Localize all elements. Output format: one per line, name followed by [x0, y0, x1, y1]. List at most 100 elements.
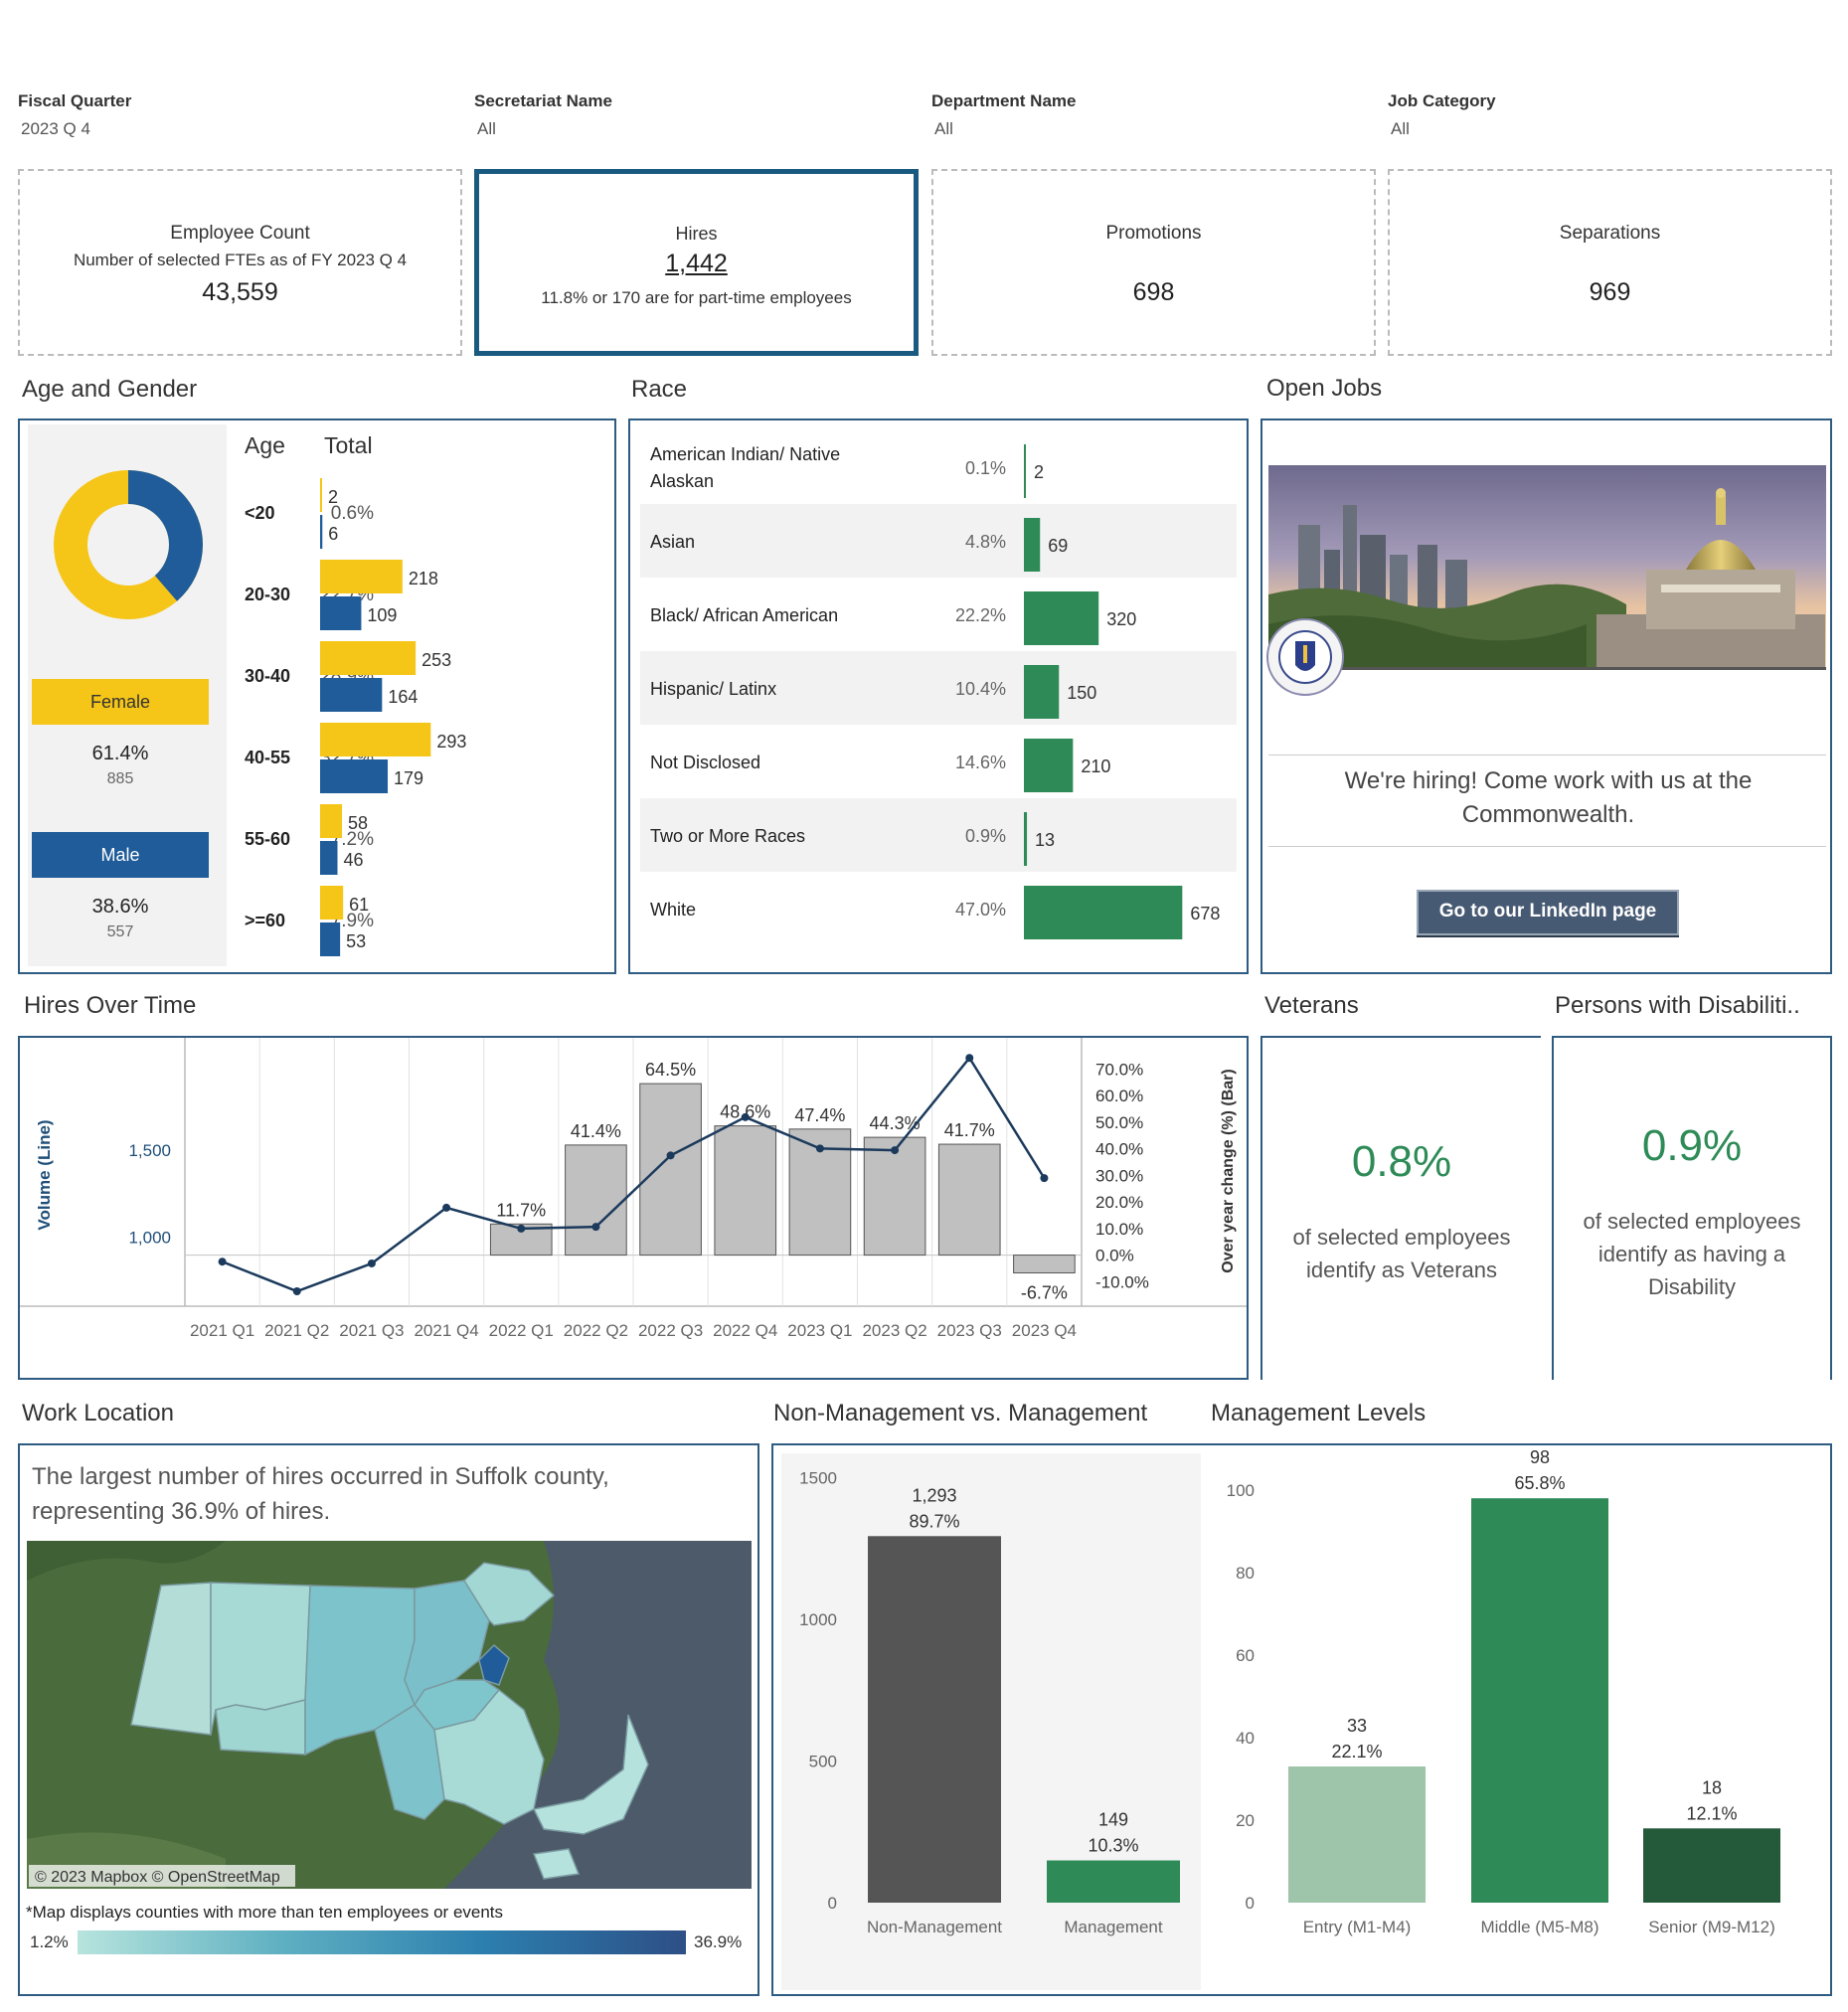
female-bar-label: 293 [436, 732, 466, 752]
race-label: White [650, 900, 696, 920]
mgmt-level-bar[interactable] [1643, 1828, 1780, 1903]
volume-point[interactable] [218, 1258, 227, 1266]
race-label: Hispanic/ Latinx [650, 679, 776, 699]
male-bar[interactable] [320, 678, 383, 712]
filter-label: Job Category [1388, 91, 1496, 110]
bar-axis-tick: 60.0% [1095, 1087, 1143, 1105]
category-label: Entry (M1-M4) [1303, 1918, 1412, 1936]
kpi-value[interactable]: 1,442 [665, 250, 728, 277]
volume-point[interactable] [517, 1224, 526, 1233]
volume-point[interactable] [815, 1144, 824, 1153]
county-barnstable[interactable] [532, 1714, 649, 1835]
filter-value[interactable]: All [1391, 119, 1410, 138]
filter-value[interactable]: 2023 Q 4 [21, 119, 90, 138]
yoy-bar[interactable] [714, 1125, 777, 1257]
age-label: 20-30 [245, 585, 290, 604]
race-label: Not Disclosed [650, 753, 760, 772]
volume-line[interactable] [222, 1056, 1046, 1293]
line-axis-tick: 1,500 [128, 1141, 171, 1160]
linkedin-button[interactable]: Go to our LinkedIn page [1417, 890, 1679, 935]
yoy-bar[interactable] [1013, 1255, 1076, 1273]
race-bar[interactable] [1024, 886, 1183, 939]
age-total-pct: 0.6% [331, 503, 374, 524]
race-bar[interactable] [1024, 665, 1060, 719]
race-bar[interactable] [1024, 739, 1074, 792]
filter-job-category[interactable]: Job Category All [1388, 91, 1496, 139]
kpi-promotions[interactable]: Promotions 698 [931, 169, 1376, 356]
male-bar[interactable] [320, 841, 338, 875]
y-axis-tick: 0 [828, 1894, 837, 1913]
kpi-hires[interactable]: Hires 1,442 11.8% or 170 are for part-ti… [474, 169, 919, 356]
map-attribution[interactable]: © 2023 Mapbox © OpenStreetMap [35, 1869, 280, 1886]
filter-value[interactable]: All [934, 119, 953, 138]
volume-point[interactable] [741, 1112, 750, 1121]
male-bar[interactable] [320, 759, 389, 793]
kpi-employee-count[interactable]: Employee Count Number of selected FTEs a… [18, 169, 462, 356]
filter-secretariat[interactable]: Secretariat Name All [474, 91, 612, 139]
massachusetts-county-map[interactable]: © 2023 Mapbox © OpenStreetMap [27, 1541, 752, 1889]
quarter-label: 2023 Q2 [862, 1321, 926, 1340]
female-bar[interactable] [320, 560, 403, 593]
race-bar[interactable] [1024, 591, 1099, 645]
legend-min-label: 1.2% [30, 1932, 69, 1951]
volume-point[interactable] [666, 1151, 675, 1160]
kpi-subtitle: Number of selected FTEs as of FY 2023 Q … [73, 251, 408, 269]
race-label: Asian [650, 532, 695, 552]
bar-value-label: 149 [1098, 1810, 1128, 1830]
mgmt-level-bar[interactable] [1288, 1766, 1426, 1903]
race-pct: 4.8% [965, 532, 1006, 552]
female-count: 885 [106, 770, 134, 787]
filter-label: Department Name [931, 91, 1077, 110]
volume-point[interactable] [292, 1286, 301, 1295]
mgmt-type-bar[interactable] [868, 1536, 1001, 1903]
volume-point[interactable] [442, 1203, 451, 1212]
male-bar[interactable] [320, 596, 362, 630]
volume-point[interactable] [891, 1146, 900, 1155]
kpi-separations[interactable]: Separations 969 [1388, 169, 1832, 356]
filter-fiscal-quarter[interactable]: Fiscal Quarter 2023 Q 4 [18, 91, 131, 139]
race-bar-label: 150 [1067, 683, 1096, 703]
female-bar[interactable] [320, 478, 322, 512]
kpi-value: 698 [1132, 278, 1175, 306]
volume-point[interactable] [591, 1223, 600, 1232]
female-bar[interactable] [320, 723, 431, 756]
female-bar[interactable] [320, 804, 343, 838]
donut-male-slice[interactable] [54, 470, 203, 619]
nonmgmt-vs-mgmt-chart: 1500 1000 500 0 1,293 89.7% Non-Management 149 1… [799, 1468, 1180, 1936]
race-bar-label: 13 [1035, 830, 1055, 850]
county-plymouth[interactable] [433, 1688, 545, 1825]
quarter-label: 2023 Q1 [787, 1321, 852, 1340]
yoy-bar[interactable] [639, 1083, 702, 1257]
yoy-bar[interactable] [863, 1136, 926, 1257]
quarter-label: 2023 Q3 [937, 1321, 1002, 1340]
volume-point[interactable] [965, 1054, 974, 1063]
filter-department[interactable]: Department Name All [931, 91, 1077, 139]
volume-point[interactable] [367, 1258, 376, 1267]
mgmt-type-bar[interactable] [1047, 1860, 1180, 1903]
female-legend[interactable]: Female [32, 679, 209, 725]
yoy-bar[interactable] [937, 1143, 1001, 1257]
age-label: 40-55 [245, 748, 290, 767]
female-bar[interactable] [320, 641, 417, 675]
race-bar[interactable] [1024, 812, 1028, 866]
yoy-bar[interactable] [565, 1144, 627, 1257]
county-dukes[interactable] [532, 1848, 581, 1880]
age-column-header: Age [245, 432, 285, 458]
filter-value[interactable]: All [477, 119, 496, 138]
male-bar[interactable] [320, 515, 323, 549]
male-bar[interactable] [320, 922, 341, 956]
race-bar-label: 2 [1034, 462, 1044, 482]
county-suffolk[interactable] [478, 1643, 510, 1686]
bar-axis-tick: 40.0% [1095, 1140, 1143, 1159]
volume-point[interactable] [1040, 1174, 1049, 1183]
bar-pct-label: 65.8% [1514, 1473, 1565, 1493]
bar-axis-tick: 70.0% [1095, 1060, 1143, 1079]
female-bar[interactable] [320, 886, 344, 920]
yoy-bar-label: 64.5% [645, 1060, 696, 1080]
mgmt-level-bar[interactable] [1471, 1498, 1608, 1903]
race-bar[interactable] [1024, 444, 1026, 498]
race-bar[interactable] [1024, 518, 1041, 572]
male-legend[interactable]: Male [32, 832, 209, 878]
disability-text: of selected employees identify as having… [1583, 1209, 1801, 1299]
county-essex[interactable] [463, 1562, 556, 1626]
